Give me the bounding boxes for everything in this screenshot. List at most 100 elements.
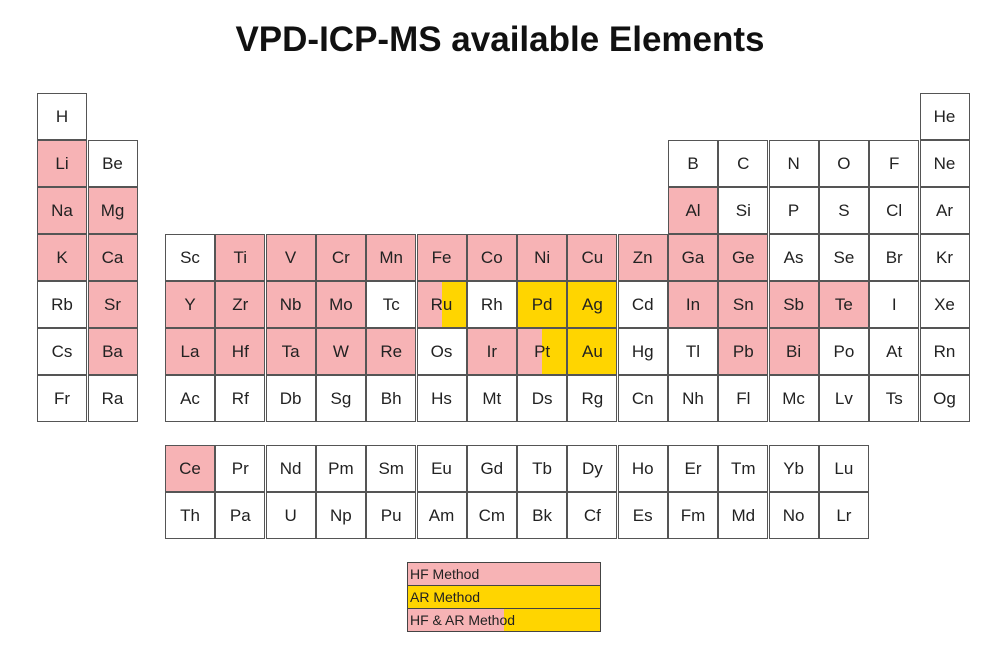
- element-cf: Cf: [567, 492, 618, 539]
- element-n: N: [768, 140, 819, 187]
- element-bk: Bk: [517, 492, 568, 539]
- element-be: Be: [87, 140, 138, 187]
- element-hf: Hf: [215, 328, 266, 375]
- element-es: Es: [617, 492, 668, 539]
- element-fm: Fm: [668, 492, 718, 539]
- element-ag: Ag: [567, 281, 618, 328]
- element-fl: Fl: [718, 375, 769, 422]
- element-eu: Eu: [416, 445, 467, 492]
- element-am: Am: [416, 492, 467, 539]
- element-nh: Nh: [668, 375, 718, 422]
- element-ne: Ne: [919, 140, 970, 187]
- element-lr: Lr: [818, 492, 869, 539]
- element-ho: Ho: [617, 445, 668, 492]
- element-sc: Sc: [165, 234, 215, 281]
- element-pt: Pt: [517, 328, 568, 375]
- element-ti: Ti: [215, 234, 266, 281]
- element-in: In: [668, 281, 718, 328]
- element-i: I: [869, 281, 920, 328]
- element-sb: Sb: [768, 281, 819, 328]
- element-sn: Sn: [718, 281, 769, 328]
- element-ir: Ir: [466, 328, 517, 375]
- element-fr: Fr: [37, 375, 87, 422]
- element-kr: Kr: [919, 234, 970, 281]
- element-li: Li: [37, 140, 87, 187]
- element-bh: Bh: [366, 375, 417, 422]
- element-ru: Ru: [416, 281, 467, 328]
- element-al: Al: [668, 187, 718, 234]
- element-te: Te: [818, 281, 869, 328]
- element-p: P: [768, 187, 819, 234]
- element-tc: Tc: [366, 281, 417, 328]
- element-bi: Bi: [768, 328, 819, 375]
- element-cl: Cl: [869, 187, 920, 234]
- element-ce: Ce: [165, 445, 215, 492]
- element-ac: Ac: [165, 375, 215, 422]
- element-h: H: [37, 93, 87, 140]
- element-np: Np: [315, 492, 366, 539]
- legend-item-ar: AR Method: [408, 586, 600, 609]
- element-c: C: [718, 140, 769, 187]
- element-tb: Tb: [517, 445, 568, 492]
- element-re: Re: [366, 328, 417, 375]
- element-nb: Nb: [265, 281, 316, 328]
- element-pu: Pu: [366, 492, 417, 539]
- element-sr: Sr: [87, 281, 138, 328]
- element-u: U: [265, 492, 316, 539]
- element-k: K: [37, 234, 87, 281]
- element-dy: Dy: [567, 445, 618, 492]
- element-cm: Cm: [466, 492, 517, 539]
- element-cs: Cs: [37, 328, 87, 375]
- element-sg: Sg: [315, 375, 366, 422]
- element-xe: Xe: [919, 281, 970, 328]
- element-lu: Lu: [818, 445, 869, 492]
- element-la: La: [165, 328, 215, 375]
- element-er: Er: [668, 445, 718, 492]
- element-ni: Ni: [517, 234, 568, 281]
- element-th: Th: [165, 492, 215, 539]
- element-hs: Hs: [416, 375, 467, 422]
- legend-item-hf: HF Method: [408, 563, 600, 586]
- element-pa: Pa: [215, 492, 266, 539]
- element-zr: Zr: [215, 281, 266, 328]
- element-b: B: [668, 140, 718, 187]
- element-ge: Ge: [718, 234, 769, 281]
- element-po: Po: [818, 328, 869, 375]
- element-mt: Mt: [466, 375, 517, 422]
- legend: HF Method AR Method HF & AR Method: [407, 562, 601, 632]
- element-pm: Pm: [315, 445, 366, 492]
- element-os: Os: [416, 328, 467, 375]
- element-ds: Ds: [517, 375, 568, 422]
- element-ra: Ra: [87, 375, 138, 422]
- element-pd: Pd: [517, 281, 568, 328]
- element-y: Y: [165, 281, 215, 328]
- element-ts: Ts: [869, 375, 920, 422]
- element-cr: Cr: [315, 234, 366, 281]
- element-cd: Cd: [617, 281, 668, 328]
- element-ar: Ar: [919, 187, 970, 234]
- element-rb: Rb: [37, 281, 87, 328]
- element-ca: Ca: [87, 234, 138, 281]
- page-title: VPD-ICP-MS available Elements: [235, 20, 765, 59]
- element-no: No: [768, 492, 819, 539]
- element-cu: Cu: [567, 234, 618, 281]
- element-zn: Zn: [617, 234, 668, 281]
- element-mo: Mo: [315, 281, 366, 328]
- element-au: Au: [567, 328, 618, 375]
- legend-item-both: HF & AR Method: [408, 609, 600, 631]
- element-ga: Ga: [668, 234, 718, 281]
- element-w: W: [315, 328, 366, 375]
- element-tl: Tl: [668, 328, 718, 375]
- element-v: V: [265, 234, 316, 281]
- element-rf: Rf: [215, 375, 266, 422]
- element-tm: Tm: [718, 445, 769, 492]
- element-yb: Yb: [768, 445, 819, 492]
- element-as: As: [768, 234, 819, 281]
- element-fe: Fe: [416, 234, 467, 281]
- element-rh: Rh: [466, 281, 517, 328]
- element-ta: Ta: [265, 328, 316, 375]
- element-pb: Pb: [718, 328, 769, 375]
- element-co: Co: [466, 234, 517, 281]
- element-sm: Sm: [366, 445, 417, 492]
- element-db: Db: [265, 375, 316, 422]
